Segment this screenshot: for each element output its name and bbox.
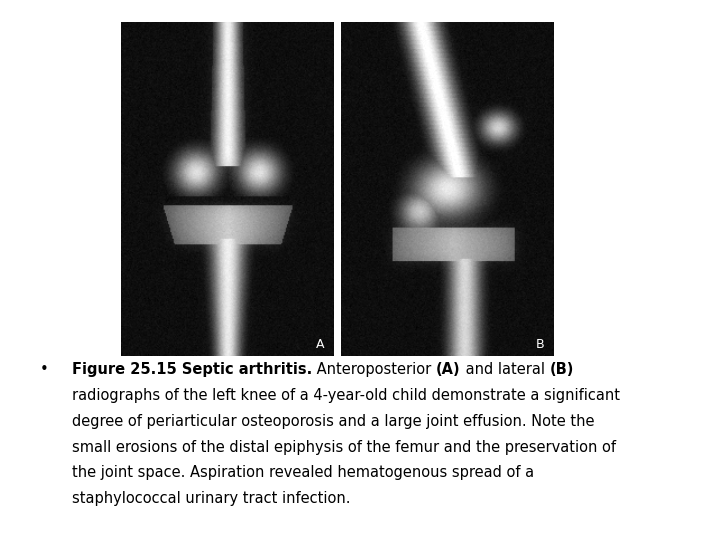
Text: Figure 25.15 Septic arthritis.: Figure 25.15 Septic arthritis. <box>72 362 312 377</box>
Text: radiographs of the left knee of a 4-year-old child demonstrate a significant: radiographs of the left knee of a 4-year… <box>72 388 620 403</box>
Text: staphylococcal urinary tract infection.: staphylococcal urinary tract infection. <box>72 491 351 507</box>
Text: small erosions of the distal epiphysis of the femur and the preservation of: small erosions of the distal epiphysis o… <box>72 440 616 455</box>
Text: (A): (A) <box>436 362 461 377</box>
Text: (B): (B) <box>549 362 574 377</box>
Text: •: • <box>40 362 48 377</box>
Text: degree of periarticular osteoporosis and a large joint effusion. Note the: degree of periarticular osteoporosis and… <box>72 414 595 429</box>
Text: Anteroposterior: Anteroposterior <box>312 362 436 377</box>
Text: the joint space. Aspiration revealed hematogenous spread of a: the joint space. Aspiration revealed hem… <box>72 465 534 481</box>
Text: B: B <box>536 339 544 352</box>
Text: and lateral: and lateral <box>461 362 549 377</box>
Text: A: A <box>316 339 325 352</box>
